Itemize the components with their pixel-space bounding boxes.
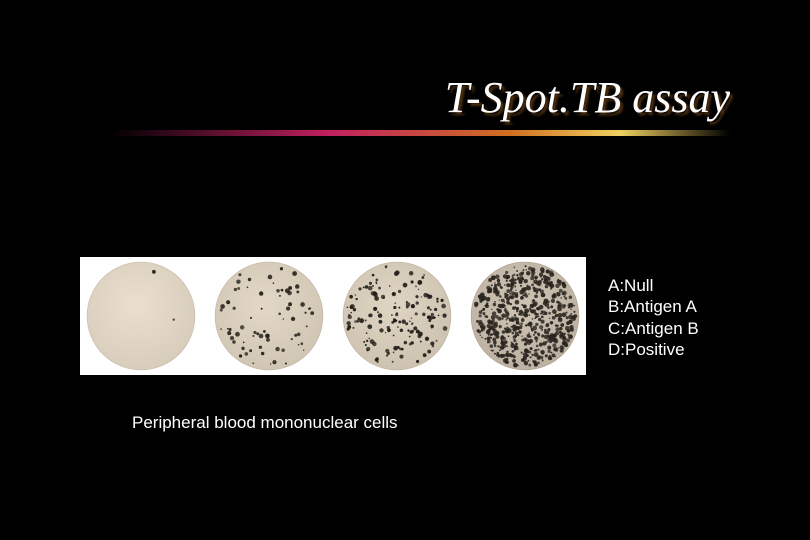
well-b	[214, 261, 324, 371]
well-legend: A:Null B:Antigen A C:Antigen B D:Positiv…	[608, 275, 699, 360]
title-underline-gradient	[0, 130, 730, 136]
legend-d: D:Positive	[608, 339, 699, 360]
well-row	[80, 257, 586, 375]
legend-a: A:Null	[608, 275, 699, 296]
well-d	[470, 261, 580, 371]
well-a	[86, 261, 196, 371]
caption: Peripheral blood mononuclear cells	[132, 413, 398, 433]
slide-title: T-Spot.TB assay	[445, 72, 730, 123]
well-c	[342, 261, 452, 371]
legend-b: B:Antigen A	[608, 296, 699, 317]
legend-c: C:Antigen B	[608, 318, 699, 339]
